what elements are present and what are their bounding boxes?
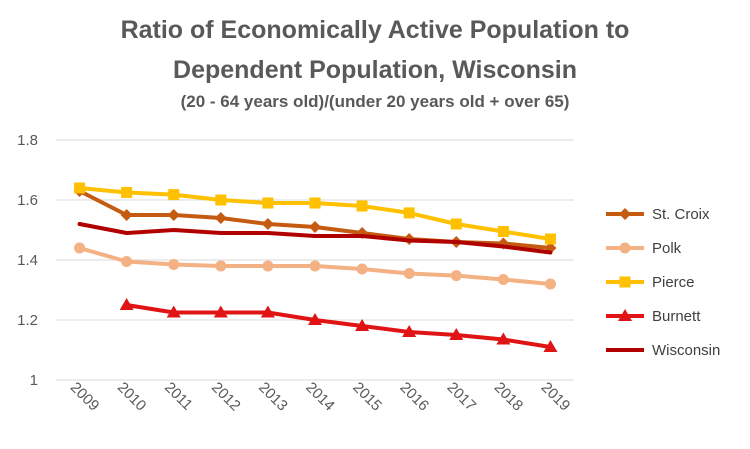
y-tick-label: 1 <box>30 372 38 389</box>
data-point-pierce <box>450 218 462 230</box>
data-point-polk <box>356 263 368 275</box>
data-point-polk <box>215 260 227 272</box>
data-point-st-croix <box>167 209 180 221</box>
x-tick-label: 2015 <box>349 379 385 415</box>
data-point-burnett <box>496 332 511 345</box>
data-point-polk <box>403 268 415 279</box>
data-point-polk <box>450 270 462 282</box>
data-point-burnett <box>355 319 370 331</box>
data-point-pierce <box>356 200 368 212</box>
data-point-st-croix <box>309 221 321 233</box>
legend-label-wisconsin: Wisconsin <box>652 342 720 359</box>
data-point-pierce <box>168 189 180 201</box>
data-point-pierce <box>121 187 133 198</box>
x-tick-label: 2013 <box>255 379 291 415</box>
x-tick-label: 2012 <box>208 379 244 415</box>
data-point-polk <box>168 259 180 270</box>
data-point-st-croix <box>214 212 227 224</box>
chart-title: Ratio of Economically Active Population … <box>120 16 630 44</box>
x-tick-label: 2014 <box>302 379 338 415</box>
y-tick-label: 1.6 <box>17 192 38 209</box>
data-point-burnett <box>166 305 181 318</box>
data-point-st-croix <box>120 209 133 221</box>
legend-marker-pierce <box>619 276 631 288</box>
data-point-burnett <box>543 340 558 352</box>
legend-label-st-croix: St. Croix <box>652 206 710 223</box>
series-line-wisconsin <box>77 222 553 255</box>
chart-title-line2: Dependent Population, Wisconsin <box>173 56 577 84</box>
data-point-pierce <box>309 197 321 209</box>
data-point-polk <box>497 274 509 285</box>
data-point-polk <box>74 242 86 254</box>
data-point-polk <box>121 256 133 267</box>
data-point-burnett <box>402 325 417 337</box>
x-tick-label: 2018 <box>491 379 527 415</box>
data-point-pierce <box>544 233 556 245</box>
x-tick-label: 2009 <box>67 379 103 415</box>
chart-subtitle: (20 - 64 years old)/(under 20 years old … <box>180 92 570 111</box>
legend-marker-burnett <box>618 309 632 321</box>
x-tick-label: 2010 <box>114 379 150 415</box>
data-point-pierce <box>74 182 86 194</box>
legend-label-polk: Polk <box>652 240 682 257</box>
x-tick-label: 2017 <box>444 379 480 415</box>
data-point-pierce <box>497 226 509 237</box>
x-tick-label: 2019 <box>538 379 574 415</box>
data-point-pierce <box>403 207 415 219</box>
legend-marker-st-croix <box>619 208 631 220</box>
data-point-burnett <box>119 298 134 310</box>
data-point-burnett <box>213 305 228 318</box>
data-point-burnett <box>260 305 275 318</box>
legend-label-pierce: Pierce <box>652 274 695 291</box>
data-point-polk <box>544 278 556 290</box>
data-point-burnett <box>449 328 464 340</box>
series-line-burnett <box>124 303 553 349</box>
y-tick-label: 1.2 <box>17 312 38 329</box>
legend-label-burnett: Burnett <box>652 308 701 325</box>
x-tick-label: 2011 <box>161 379 196 414</box>
data-point-polk <box>309 260 321 272</box>
y-tick-label: 1.8 <box>17 132 38 149</box>
data-point-st-croix <box>261 218 274 230</box>
legend-marker-polk <box>619 242 631 254</box>
data-point-pierce <box>262 197 274 209</box>
x-tick-label: 2016 <box>396 379 432 415</box>
data-point-burnett <box>308 313 322 325</box>
data-point-polk <box>262 260 274 272</box>
y-tick-label: 1.4 <box>17 252 38 269</box>
data-point-pierce <box>215 194 227 206</box>
